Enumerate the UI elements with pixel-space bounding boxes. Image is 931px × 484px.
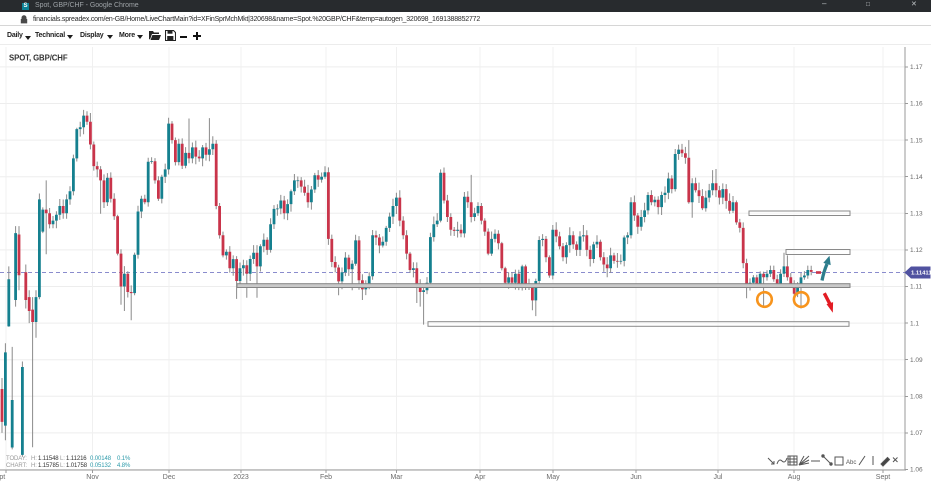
svg-text:CHART:: CHART: [6,463,27,469]
svg-text:1.11548: 1.11548 [38,456,59,462]
svg-text:1.14: 1.14 [910,174,923,181]
svg-text:1.07: 1.07 [910,430,923,437]
svg-text:1.11216: 1.11216 [66,456,87,462]
svg-text:Apr: Apr [475,474,487,481]
svg-text:Mar: Mar [390,474,403,481]
svg-text:Sept: Sept [876,474,890,481]
svg-text:1.15: 1.15 [910,137,923,144]
svg-text:H:: H: [31,463,37,469]
svg-text:1.01758: 1.01758 [66,463,88,469]
svg-text:1.11: 1.11 [910,284,923,291]
svg-text:Nov: Nov [86,474,99,481]
svg-text:1.09: 1.09 [910,357,923,364]
svg-text:L:: L: [60,463,65,469]
svg-text:1.11411: 1.11411 [911,271,931,277]
svg-text:Dec: Dec [163,474,176,481]
svg-text:4.8%: 4.8% [117,463,131,469]
svg-text:1.13: 1.13 [910,211,923,218]
svg-text:Abc: Abc [846,460,856,466]
svg-text:0.00148: 0.00148 [90,456,112,462]
svg-text:0.05132: 0.05132 [90,463,112,469]
svg-text:H:: H: [31,456,37,462]
svg-text:1.17: 1.17 [910,64,923,71]
svg-text:1.12: 1.12 [910,247,923,254]
svg-text:2023: 2023 [233,474,249,481]
svg-text:Jul: Jul [714,474,723,481]
svg-text:Sept: Sept [0,474,5,481]
svg-text:L:: L: [60,456,65,462]
svg-text:1.15785: 1.15785 [38,463,60,469]
svg-text:1.06: 1.06 [910,467,923,474]
svg-text:Aug: Aug [788,474,801,481]
svg-text:1.16: 1.16 [910,101,923,108]
svg-text:0.1%: 0.1% [117,456,131,462]
svg-text:1.08: 1.08 [910,394,923,401]
svg-text:1.1: 1.1 [910,320,919,327]
svg-text:SPOT, GBP/CHF: SPOT, GBP/CHF [9,54,68,63]
svg-text:TODAY:: TODAY: [6,456,27,462]
svg-text:Feb: Feb [320,474,332,481]
svg-text:Jun: Jun [630,474,641,481]
svg-text:May: May [546,474,560,481]
